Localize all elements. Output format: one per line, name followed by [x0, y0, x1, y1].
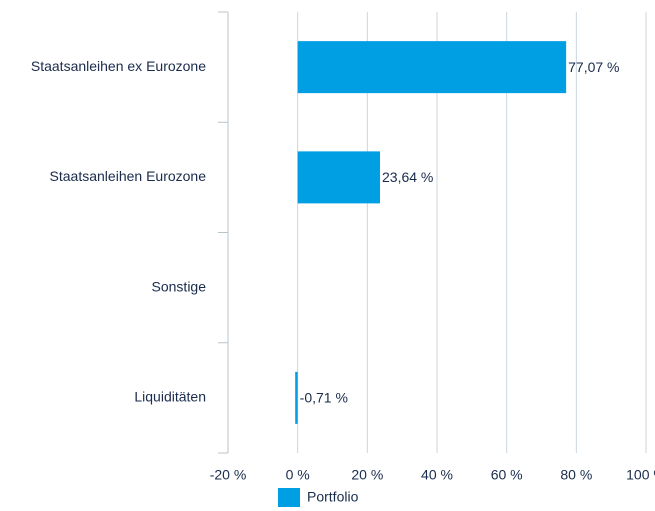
y-tick-label: Sonstige: [152, 278, 207, 294]
bar: [295, 371, 298, 424]
legend-swatch: [278, 488, 300, 507]
x-tick-label: 40 %: [421, 467, 453, 483]
x-tick-label: 60 %: [491, 467, 523, 483]
x-tick-label: 100 %: [626, 467, 655, 483]
x-tick-label: 20 %: [351, 467, 383, 483]
x-tick-label: -20 %: [210, 467, 247, 483]
x-tick-label: 80 %: [560, 467, 592, 483]
value-label: 23,64 %: [382, 169, 433, 185]
y-tick-label: Staatsanleihen ex Eurozone: [31, 58, 206, 74]
x-tick-label: 0 %: [286, 467, 310, 483]
legend-label: Portfolio: [307, 489, 359, 505]
bar: [297, 151, 381, 204]
value-label: -0,71 %: [300, 390, 348, 406]
y-tick-label: Staatsanleihen Eurozone: [50, 168, 207, 184]
bar: [297, 41, 567, 94]
y-tick-label: Liquiditäten: [134, 389, 206, 405]
value-label: 77,07 %: [568, 59, 619, 75]
